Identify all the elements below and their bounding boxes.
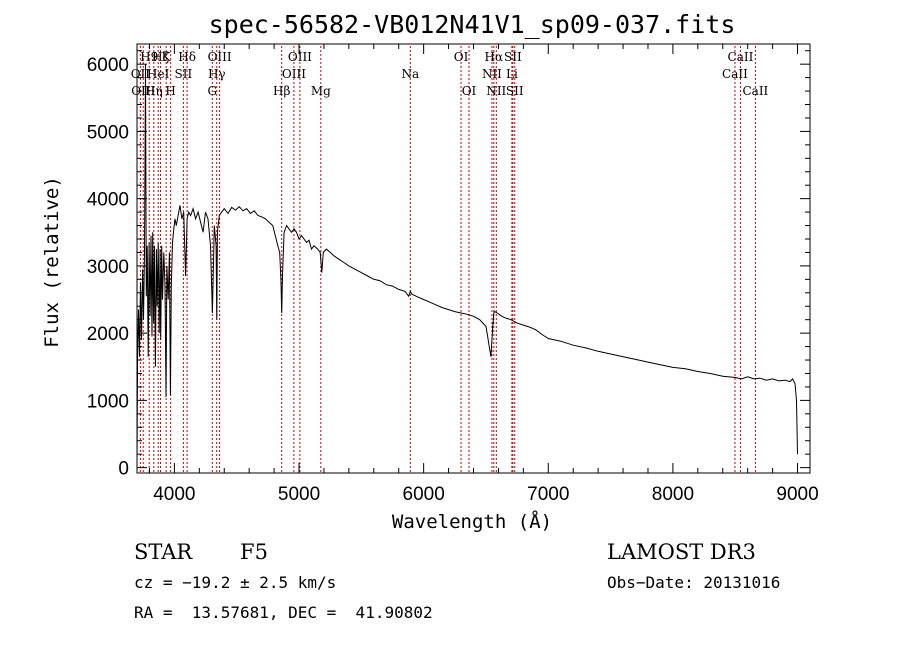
y-tick-label: 2000 — [87, 324, 129, 345]
spectral-line-label: OI — [454, 50, 469, 64]
x-tick-label: 4000 — [153, 484, 195, 505]
x-axis: 4000 5000 6000 7000 8000 9000 — [148, 44, 819, 505]
y-tick-label: 5000 — [87, 122, 129, 143]
spectral-line-label: Hβ — [273, 84, 290, 98]
x-tick-label: 9000 — [776, 484, 818, 505]
spectral-line-label: H9 — [140, 50, 158, 64]
spectral-line-label: Hα — [485, 50, 504, 64]
spectral-line-label: Hη — [145, 84, 163, 98]
spectral-line-label: SII — [506, 84, 524, 98]
spectral-line-label: Hγ — [208, 67, 226, 81]
redshift-info: cz = −19.2 ± 2.5 km/s — [134, 573, 337, 592]
spectral-line-label: Hζ — [152, 50, 169, 64]
spectral-line-label: H — [165, 84, 175, 98]
spectrum-series — [136, 64, 798, 465]
spectral-line-label: CaII — [742, 84, 768, 98]
spectral-line-label: Mg — [311, 84, 331, 98]
x-tick-label: 7000 — [527, 484, 569, 505]
y-axis-label: Flux (relative) — [41, 176, 63, 348]
spectral-line-label: NII — [486, 84, 506, 98]
spectral-line-label: OIII — [282, 67, 306, 81]
spectral-line-label: NII — [482, 67, 502, 81]
spectral-line-label: Na — [401, 67, 419, 81]
spectral-line-label: OIII — [288, 50, 312, 64]
spectral-line-label: G — [207, 84, 217, 98]
y-tick-label: 3000 — [87, 257, 129, 278]
x-tick-label: 6000 — [403, 484, 445, 505]
y-tick-label: 0 — [118, 459, 129, 480]
plot-frame — [136, 43, 811, 474]
x-tick-label: 8000 — [652, 484, 694, 505]
x-tick-label: 5000 — [278, 484, 320, 505]
x-axis-label: Wavelength (Å) — [392, 510, 552, 533]
spectral-line-label: Hδ — [178, 50, 196, 64]
y-axis: 0 1000 2000 3000 4000 5000 6000 — [87, 50, 810, 480]
y-tick-label: 1000 — [87, 391, 129, 412]
object-subclass: F5 — [240, 540, 268, 564]
chart-title: spec-56582-VB012N41V1_sp09-037.fits — [209, 10, 736, 39]
coordinates: RA = 13.57681, DEC = 41.90802 — [134, 603, 433, 622]
obs-date: Obs−Date: 20131016 — [607, 573, 781, 592]
spectral-line-label: Li — [506, 67, 518, 81]
spectral-line-label: CaII — [728, 50, 754, 64]
y-tick-label: 4000 — [87, 190, 129, 211]
spectral-line-labels: OIIOIIIH9HηHeIHζKHSIIHδGHγOIIIHβOIIIOIII… — [131, 50, 769, 98]
spectral-line-label: SII — [175, 67, 193, 81]
spectral-line-label: OIII — [208, 50, 232, 64]
y-tick-label: 6000 — [87, 55, 129, 76]
survey-name: LAMOST DR3 — [607, 540, 756, 564]
object-class: STAR — [134, 540, 193, 564]
spectral-line-label: OI — [462, 84, 477, 98]
spectral-line-label: SII — [504, 50, 522, 64]
spectrum-line — [136, 64, 798, 465]
spectral-line-label: K — [162, 50, 172, 64]
spectral-line-label: HeI — [147, 67, 170, 81]
spectral-line-label: CaII — [722, 67, 748, 81]
spectral-line-markers — [139, 46, 756, 473]
